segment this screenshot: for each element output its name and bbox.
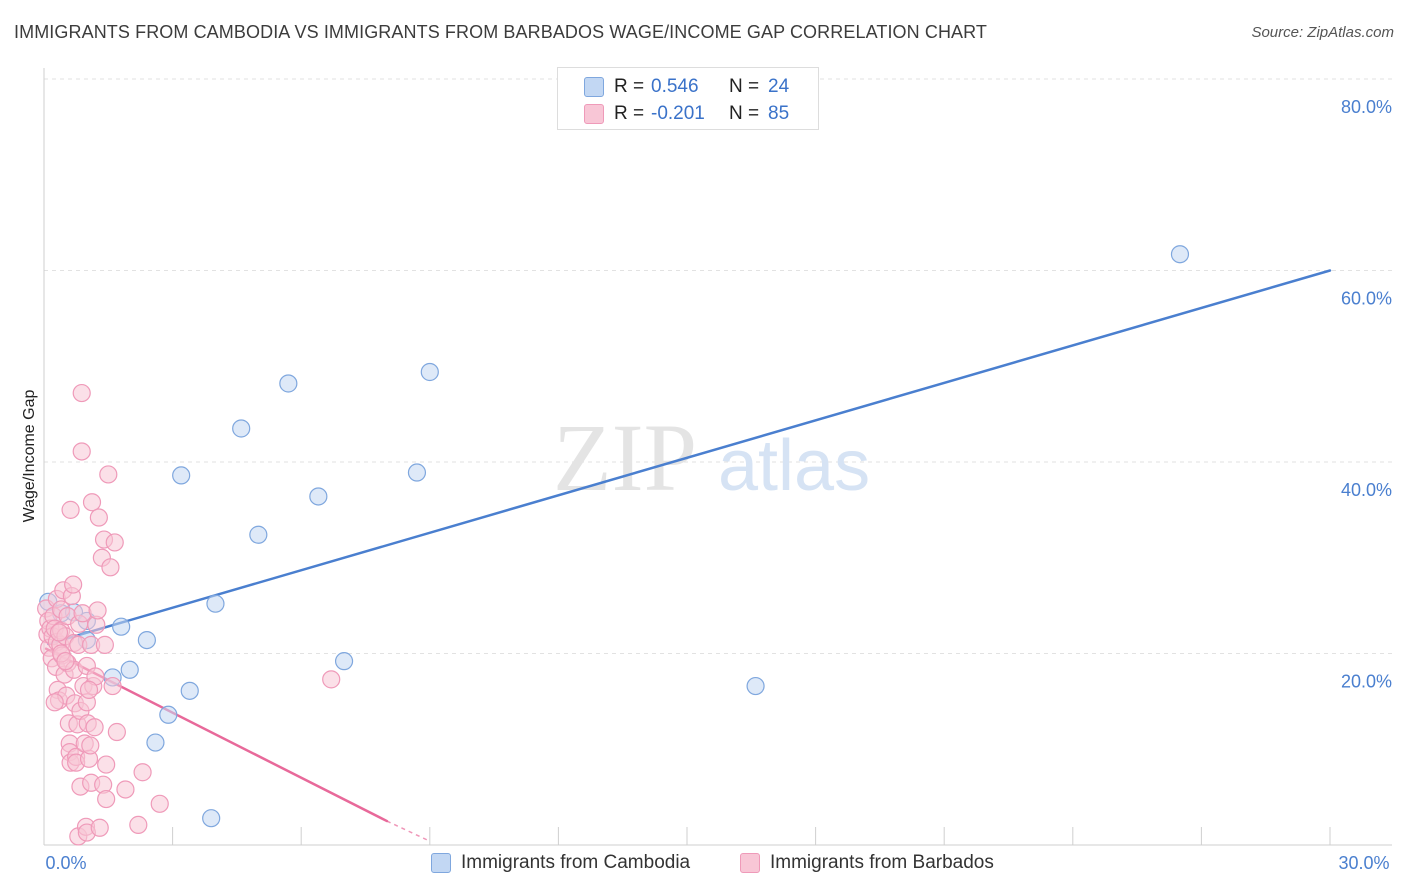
point-cambodia xyxy=(112,617,131,636)
point-cambodia xyxy=(120,660,139,679)
legend-r-value: -0.201 xyxy=(651,103,705,124)
legend-n-label: N = xyxy=(729,76,760,97)
watermark-zip: ZIP xyxy=(553,404,697,511)
point-barbados xyxy=(61,500,80,519)
legend-r-label: R = xyxy=(614,103,645,124)
trend-line-cambodia xyxy=(47,269,1332,646)
point-barbados xyxy=(116,780,135,799)
legend-n-label: N = xyxy=(729,103,760,124)
legend-row-cambodia: R = 0.546 N = 24 xyxy=(584,76,789,98)
series-label-cambodia: Immigrants from Cambodia xyxy=(461,852,691,873)
point-barbados xyxy=(105,533,124,552)
point-cambodia xyxy=(146,733,165,752)
point-cambodia xyxy=(137,630,156,650)
source-label: Source: ZipAtlas.com xyxy=(1251,24,1394,41)
series-legend-cambodia: Immigrants from Cambodia xyxy=(431,852,690,874)
point-barbados xyxy=(95,635,114,654)
y-tick-label: 60.0% xyxy=(1341,289,1392,309)
legend-n-value: 85 xyxy=(768,103,790,124)
point-cambodia xyxy=(420,362,439,382)
point-barbados xyxy=(72,383,91,403)
point-barbados xyxy=(90,818,109,837)
point-cambodia xyxy=(1170,245,1190,264)
point-barbados xyxy=(79,680,99,699)
watermark-atlas: atlas xyxy=(718,426,870,506)
point-barbados xyxy=(45,693,64,712)
watermark: ZIP atlas xyxy=(553,404,870,511)
point-cambodia xyxy=(249,525,268,544)
chart-title: IMMIGRANTS FROM CAMBODIA VS IMMIGRANTS F… xyxy=(14,22,988,42)
point-barbados xyxy=(81,736,100,755)
legend-r-label: R = xyxy=(614,76,645,97)
tick-labels: 20.0% 40.0% 60.0% 80.0% 0.0% 30.0% xyxy=(45,97,1392,873)
legend-row-barbados: R = -0.201 N = 85 xyxy=(584,103,789,125)
point-cambodia xyxy=(407,463,427,482)
point-barbados xyxy=(101,558,120,577)
point-barbados xyxy=(129,815,148,834)
gridlines xyxy=(44,78,1392,654)
point-cambodia xyxy=(159,705,178,724)
y-tick-label: 80.0% xyxy=(1341,97,1392,117)
point-barbados xyxy=(133,763,152,782)
legend-swatch-barbados xyxy=(584,104,604,124)
y-tick-label: 40.0% xyxy=(1341,480,1392,500)
legend-swatch-cambodia xyxy=(584,77,604,97)
point-cambodia xyxy=(172,466,191,485)
point-barbados xyxy=(64,575,83,594)
point-barbados xyxy=(82,493,102,512)
x-tick-label: 30.0% xyxy=(1338,853,1389,873)
series-swatch-cambodia xyxy=(431,853,451,873)
point-barbados xyxy=(56,652,75,671)
point-cambodia xyxy=(232,419,251,438)
correlation-legend: R = 0.546 N = 24 R = -0.201 N = 85 xyxy=(557,67,819,130)
data-points xyxy=(37,245,1190,846)
point-barbados xyxy=(103,676,122,696)
legend-n-value: 24 xyxy=(768,76,790,97)
point-barbados xyxy=(107,722,126,742)
point-cambodia xyxy=(180,681,199,700)
point-barbados xyxy=(88,601,107,620)
point-cambodia xyxy=(206,594,225,613)
legend-r-value: 0.546 xyxy=(651,76,699,97)
point-barbados xyxy=(72,442,91,461)
point-cambodia xyxy=(279,374,298,393)
point-barbados xyxy=(73,604,92,623)
point-barbados xyxy=(150,794,169,813)
series-swatch-barbados xyxy=(740,853,760,873)
trend-lines xyxy=(44,269,1332,842)
y-tick-label: 20.0% xyxy=(1341,672,1392,692)
trend-line-barbados-extension xyxy=(386,820,431,842)
point-barbados xyxy=(97,755,116,774)
point-cambodia xyxy=(746,676,765,696)
point-barbados xyxy=(85,718,104,737)
point-barbados xyxy=(89,508,108,527)
series-label-barbados: Immigrants from Barbados xyxy=(770,852,994,873)
point-barbados xyxy=(97,789,116,809)
axes xyxy=(43,68,1392,846)
point-cambodia xyxy=(309,487,328,506)
y-axis-label: Wage/Income Gap xyxy=(21,390,38,523)
point-barbados xyxy=(99,465,118,484)
point-cambodia xyxy=(334,652,354,671)
point-barbados xyxy=(322,670,341,689)
x-tick-label: 0.0% xyxy=(45,853,86,873)
point-cambodia xyxy=(202,809,221,828)
series-legend-barbados: Immigrants from Barbados xyxy=(740,852,994,874)
point-barbados xyxy=(49,623,69,642)
